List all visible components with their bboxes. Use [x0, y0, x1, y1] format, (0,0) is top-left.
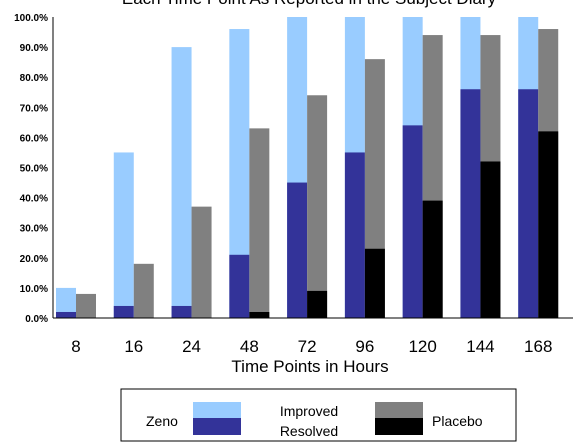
legend-improved-label: Improved: [280, 403, 338, 419]
bar-zeno-resolved: [56, 311, 76, 318]
bars: [56, 17, 559, 319]
bar-zeno-resolved: [113, 305, 134, 318]
x-tick-label: 144: [466, 337, 494, 356]
x-axis-label: Time Points in Hours: [231, 357, 388, 376]
y-tick-label: 10.0%: [20, 284, 48, 295]
legend-swatch-placebo-improved: [375, 402, 423, 418]
legend-placebo-label: Placebo: [432, 413, 483, 429]
y-tick-label: 70.0%: [20, 103, 48, 114]
x-tick-label: 16: [124, 337, 143, 356]
y-tick-label: 50.0%: [20, 164, 48, 175]
y-tick-label: 0.0%: [25, 314, 48, 325]
x-axis-ticks: 8 16 24 48 72 96 120 144 168: [71, 337, 552, 356]
bar-zeno-resolved: [518, 89, 539, 319]
chart-title: Each Time Point As Reported in the Subje…: [122, 0, 497, 8]
bar-zeno-improved: [113, 152, 134, 318]
y-tick-label: 30.0%: [20, 224, 48, 235]
y-tick-label: 60.0%: [20, 133, 48, 144]
bar-zeno-improved: [171, 47, 192, 318]
y-tick-label: 20.0%: [20, 254, 48, 265]
y-tick-label: 40.0%: [20, 194, 48, 205]
bar-zeno-resolved: [229, 254, 250, 318]
bar-zeno-resolved: [460, 89, 481, 319]
bar-zeno-resolved: [287, 182, 308, 318]
bar-placebo-resolved: [538, 131, 559, 318]
bar-zeno-resolved: [171, 305, 192, 318]
x-tick-label: 120: [408, 337, 436, 356]
bar-placebo-improved: [191, 206, 212, 318]
x-tick-label: 8: [71, 337, 80, 356]
x-tick-label: 48: [240, 337, 259, 356]
bar-zeno-resolved: [344, 152, 365, 318]
bar-placebo-improved: [307, 95, 328, 318]
x-tick-label: 72: [298, 337, 317, 356]
bar-placebo-resolved: [307, 290, 328, 318]
bar-placebo-resolved: [249, 311, 270, 318]
legend-box: [120, 388, 517, 442]
bar-placebo-resolved: [364, 248, 385, 318]
legend-swatch-zeno-resolved: [193, 418, 241, 435]
y-tick-label: 90.0%: [20, 43, 48, 54]
legend: Zeno Improved Resolved Placebo: [120, 388, 517, 442]
bar-placebo-resolved: [480, 161, 501, 318]
y-axis-ticks: 0.0% 10.0% 20.0% 30.0% 40.0% 50.0% 60.0% 70.0% 8…: [14, 13, 48, 325]
bar-zeno-resolved: [402, 125, 423, 318]
bar-zeno-improved: [56, 287, 76, 318]
x-tick-label: 96: [355, 337, 374, 356]
x-tick-label: 168: [524, 337, 552, 356]
bar-placebo-improved: [249, 128, 270, 318]
y-tick-label: 80.0%: [20, 73, 48, 84]
legend-swatch-placebo-resolved: [375, 418, 423, 435]
legend-zeno-label: Zeno: [146, 413, 178, 429]
y-tick-label: 100.0%: [14, 13, 48, 24]
bar-placebo-resolved: [422, 200, 443, 318]
bar-placebo-improved: [76, 293, 96, 318]
bar-zeno-improved: [229, 29, 250, 318]
bar-placebo-improved: [133, 263, 154, 318]
x-tick-label: 24: [182, 337, 201, 356]
legend-resolved-label: Resolved: [280, 423, 338, 439]
legend-swatch-zeno-improved: [193, 402, 241, 418]
